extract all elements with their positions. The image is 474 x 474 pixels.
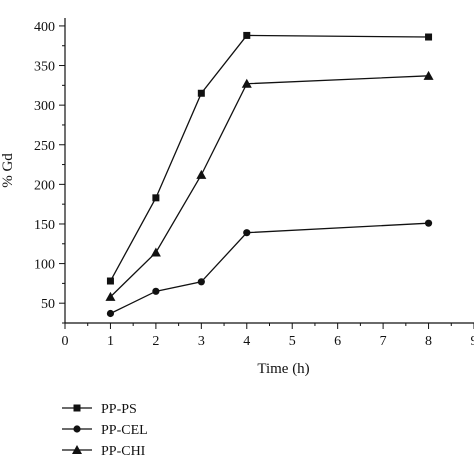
legend: PP-PS PP-CEL PP-CHI bbox=[62, 402, 148, 459]
data-point-pp-cel-3 bbox=[243, 229, 251, 237]
data-point-pp-chi-3 bbox=[241, 78, 252, 88]
data-point-pp-cel-1 bbox=[152, 287, 160, 295]
x-tick-label-8: 8 bbox=[425, 334, 432, 349]
x-tick-label-9: 9 bbox=[471, 334, 474, 349]
series-line-pp-cel bbox=[110, 222, 429, 315]
data-point-pp-ps-1 bbox=[152, 194, 160, 202]
series-line-pp-ps bbox=[109, 34, 429, 282]
y-axis-title: % Gd bbox=[0, 153, 16, 188]
x-tick-label-7: 7 bbox=[380, 334, 387, 349]
x-tick-label-6: 6 bbox=[334, 334, 341, 349]
legend-label-pp-cel: PP-CEL bbox=[101, 423, 148, 438]
data-point-pp-ps-4 bbox=[425, 33, 433, 41]
legend-label-pp-ps: PP-PS bbox=[101, 402, 137, 417]
y-tick-label-3: 200 bbox=[34, 178, 55, 193]
x-tick-label-0: 0 bbox=[62, 334, 69, 349]
data-point-pp-cel-4 bbox=[424, 219, 433, 227]
data-point-pp-ps-2 bbox=[197, 89, 205, 97]
series-line-pp-chi bbox=[109, 75, 429, 298]
y-tick-label-5: 300 bbox=[34, 99, 55, 114]
data-point-pp-cel-2 bbox=[197, 278, 205, 286]
y-tick-label-2: 150 bbox=[34, 218, 55, 233]
data-point-pp-ps-3 bbox=[243, 31, 251, 39]
legend-marker-pp-ps bbox=[73, 404, 81, 412]
legend-label-pp-chi: PP-CHI bbox=[101, 444, 146, 459]
data-point-pp-chi-4 bbox=[423, 70, 434, 80]
x-tick-label-1: 1 bbox=[107, 334, 114, 349]
x-tick-label-3: 3 bbox=[198, 334, 205, 349]
data-point-pp-chi-2 bbox=[196, 169, 207, 179]
y-tick-label-6: 350 bbox=[34, 60, 55, 75]
data-point-pp-ps-0 bbox=[106, 277, 114, 285]
plot-area: 0 1 2 3 4 5 6 7 8 9 50 100 150 200 250 300 350 400 bbox=[34, 18, 474, 349]
legend-marker-pp-cel bbox=[73, 425, 81, 433]
x-tick-label-5: 5 bbox=[289, 334, 296, 349]
y-tick-label-1: 100 bbox=[34, 258, 55, 273]
data-point-pp-chi-1 bbox=[150, 247, 161, 257]
x-axis-title: Time (h) bbox=[257, 361, 309, 377]
y-tick-label-7: 400 bbox=[34, 20, 55, 35]
y-tick-label-0: 50 bbox=[41, 297, 55, 312]
x-tick-label-2: 2 bbox=[152, 334, 159, 349]
data-point-pp-chi-0 bbox=[105, 291, 116, 301]
data-point-pp-cel-0 bbox=[106, 309, 115, 318]
legend-marker-pp-chi bbox=[72, 445, 82, 454]
x-tick-label-4: 4 bbox=[243, 334, 250, 349]
y-tick-label-4: 250 bbox=[34, 139, 55, 154]
